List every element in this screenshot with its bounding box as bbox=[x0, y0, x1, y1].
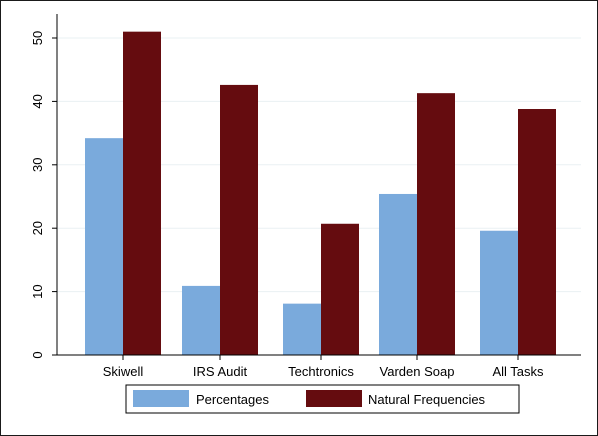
y-tick-label-0: 0 bbox=[30, 351, 45, 358]
bar-natural-frequencies-irs-audit bbox=[220, 84, 258, 355]
bar-natural-frequencies-all-tasks bbox=[518, 109, 556, 356]
y-tick-label-20: 20 bbox=[30, 221, 45, 235]
y-tick-label-30: 30 bbox=[30, 158, 45, 172]
bar-natural-frequencies-varden-soap bbox=[417, 93, 455, 356]
y-axis: 0 10 20 30 40 50 bbox=[30, 14, 58, 359]
x-tick-label-varden-soap: Varden Soap bbox=[380, 364, 455, 379]
bar-percentages-techtronics bbox=[283, 303, 321, 355]
legend-swatch-percentages bbox=[133, 390, 189, 407]
legend: Percentages Natural Frequencies bbox=[125, 384, 520, 414]
legend-label-natural-frequencies: Natural Frequencies bbox=[368, 392, 486, 407]
legend-label-percentages: Percentages bbox=[196, 392, 269, 407]
x-axis: Skiwell IRS Audit Techtronics Varden Soap Al… bbox=[57, 354, 581, 379]
y-tick-label-40: 40 bbox=[30, 94, 45, 108]
x-tick-label-irs-audit: IRS Audit bbox=[193, 364, 248, 379]
bar-percentages-irs-audit bbox=[182, 285, 220, 355]
y-tick-label-10: 10 bbox=[30, 284, 45, 298]
y-tick-label-50: 50 bbox=[30, 31, 45, 45]
bar-natural-frequencies-skiwell bbox=[123, 31, 161, 355]
x-tick-label-techtronics: Techtronics bbox=[288, 364, 354, 379]
bar-percentages-all-tasks bbox=[480, 230, 518, 355]
x-tick-label-skiwell: Skiwell bbox=[103, 364, 144, 379]
bar-percentages-varden-soap bbox=[379, 193, 417, 355]
bar-percentages-skiwell bbox=[85, 138, 123, 355]
bars bbox=[85, 31, 556, 356]
bar-natural-frequencies-techtronics bbox=[321, 223, 359, 355]
x-tick-label-all-tasks: All Tasks bbox=[492, 364, 544, 379]
legend-swatch-natural-frequencies bbox=[306, 390, 362, 407]
